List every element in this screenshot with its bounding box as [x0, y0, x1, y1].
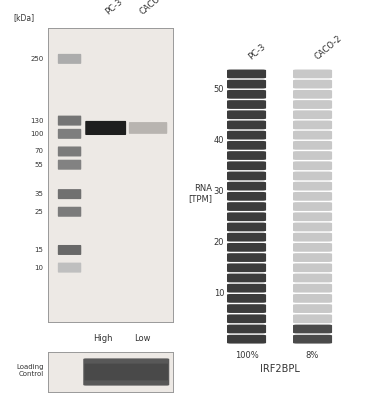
FancyBboxPatch shape [293, 172, 332, 180]
FancyBboxPatch shape [293, 161, 332, 170]
FancyBboxPatch shape [227, 304, 266, 313]
FancyBboxPatch shape [227, 80, 266, 88]
FancyBboxPatch shape [293, 314, 332, 323]
FancyBboxPatch shape [58, 54, 81, 64]
FancyBboxPatch shape [293, 263, 332, 272]
FancyBboxPatch shape [58, 245, 81, 255]
FancyBboxPatch shape [227, 253, 266, 262]
FancyBboxPatch shape [293, 304, 332, 313]
FancyBboxPatch shape [293, 131, 332, 140]
Text: 10: 10 [34, 265, 44, 271]
FancyBboxPatch shape [293, 284, 332, 292]
Text: Loading
Control: Loading Control [16, 364, 44, 376]
FancyBboxPatch shape [293, 100, 332, 109]
Text: 100%: 100% [235, 352, 259, 360]
FancyBboxPatch shape [227, 263, 266, 272]
Text: CACO-2: CACO-2 [312, 34, 343, 62]
FancyBboxPatch shape [58, 189, 81, 199]
FancyBboxPatch shape [293, 324, 332, 333]
FancyBboxPatch shape [293, 70, 332, 78]
FancyBboxPatch shape [84, 364, 168, 380]
Text: 8%: 8% [306, 352, 319, 360]
Text: 70: 70 [34, 148, 44, 154]
FancyBboxPatch shape [227, 70, 266, 78]
Text: PC-3: PC-3 [103, 0, 124, 16]
Text: 40: 40 [214, 136, 224, 145]
FancyBboxPatch shape [227, 151, 266, 160]
FancyBboxPatch shape [227, 324, 266, 333]
FancyBboxPatch shape [227, 233, 266, 242]
FancyBboxPatch shape [293, 141, 332, 150]
FancyBboxPatch shape [227, 212, 266, 221]
FancyBboxPatch shape [293, 151, 332, 160]
Text: 50: 50 [214, 85, 224, 94]
FancyBboxPatch shape [293, 120, 332, 129]
FancyBboxPatch shape [227, 120, 266, 129]
FancyBboxPatch shape [293, 243, 332, 252]
Text: 15: 15 [35, 247, 44, 253]
FancyBboxPatch shape [58, 160, 81, 170]
FancyBboxPatch shape [227, 90, 266, 99]
FancyBboxPatch shape [227, 202, 266, 211]
FancyBboxPatch shape [227, 314, 266, 323]
FancyBboxPatch shape [293, 80, 332, 88]
FancyBboxPatch shape [293, 212, 332, 221]
FancyBboxPatch shape [227, 172, 266, 180]
FancyBboxPatch shape [58, 146, 81, 156]
FancyBboxPatch shape [58, 207, 81, 217]
FancyBboxPatch shape [293, 202, 332, 211]
FancyBboxPatch shape [293, 222, 332, 231]
FancyBboxPatch shape [227, 110, 266, 119]
FancyBboxPatch shape [293, 182, 332, 190]
FancyBboxPatch shape [227, 192, 266, 201]
Text: 20: 20 [214, 238, 224, 247]
Text: 35: 35 [35, 191, 44, 197]
FancyBboxPatch shape [83, 358, 169, 386]
FancyBboxPatch shape [227, 161, 266, 170]
FancyBboxPatch shape [227, 335, 266, 344]
FancyBboxPatch shape [227, 141, 266, 150]
Text: CACO-2: CACO-2 [138, 0, 169, 16]
FancyBboxPatch shape [293, 294, 332, 303]
FancyBboxPatch shape [293, 90, 332, 99]
FancyBboxPatch shape [227, 100, 266, 109]
FancyBboxPatch shape [293, 233, 332, 242]
FancyBboxPatch shape [227, 274, 266, 282]
Text: RNA
[TPM]: RNA [TPM] [188, 184, 212, 203]
FancyBboxPatch shape [227, 243, 266, 252]
FancyBboxPatch shape [227, 182, 266, 190]
Text: Low: Low [134, 334, 151, 343]
FancyBboxPatch shape [293, 110, 332, 119]
FancyBboxPatch shape [293, 253, 332, 262]
FancyBboxPatch shape [85, 121, 126, 135]
FancyBboxPatch shape [293, 335, 332, 344]
FancyBboxPatch shape [227, 294, 266, 303]
FancyBboxPatch shape [58, 116, 81, 126]
Text: IRF2BPL: IRF2BPL [260, 364, 299, 374]
FancyBboxPatch shape [227, 222, 266, 231]
FancyBboxPatch shape [58, 263, 81, 273]
FancyBboxPatch shape [227, 131, 266, 140]
FancyBboxPatch shape [129, 122, 167, 134]
Text: 100: 100 [30, 131, 44, 137]
Text: 250: 250 [30, 56, 44, 62]
Text: PC-3: PC-3 [247, 42, 267, 62]
Text: 55: 55 [35, 162, 44, 168]
Text: 25: 25 [35, 209, 44, 215]
FancyBboxPatch shape [293, 192, 332, 201]
Text: 10: 10 [214, 289, 224, 298]
Text: High: High [93, 334, 112, 343]
Text: 30: 30 [214, 187, 224, 196]
FancyBboxPatch shape [293, 274, 332, 282]
FancyBboxPatch shape [227, 284, 266, 292]
Text: [kDa]: [kDa] [13, 13, 35, 22]
FancyBboxPatch shape [58, 129, 81, 139]
Text: 130: 130 [30, 118, 44, 124]
